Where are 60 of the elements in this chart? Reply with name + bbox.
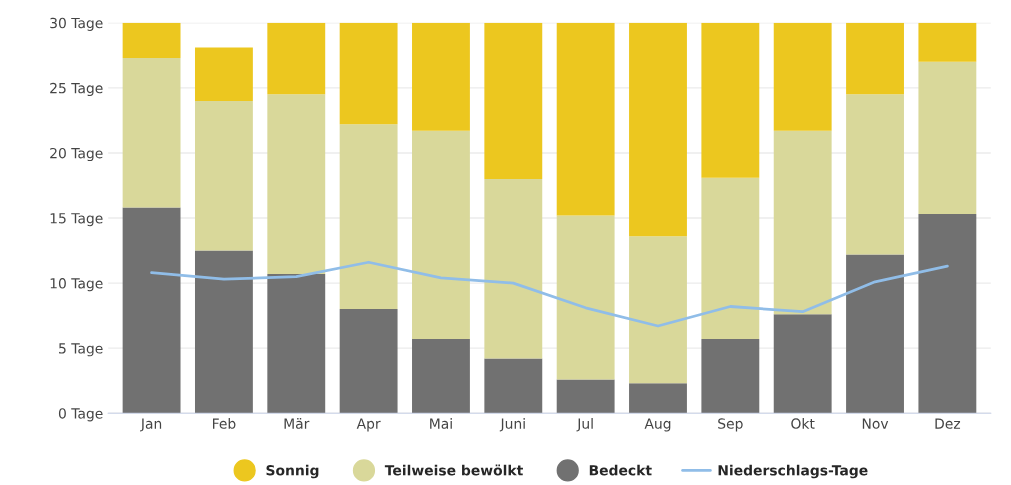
x-tick-label: Nov — [862, 418, 889, 429]
x-tick-label: Apr — [356, 418, 381, 432]
y-tick-label: 10 Tage — [50, 278, 103, 292]
x-tick-label: Jul — [576, 418, 593, 432]
bar — [484, 22, 543, 179]
y-tick-label: 5 Tage — [59, 343, 103, 357]
x-tick-label: Jan — [140, 418, 162, 432]
bar — [701, 339, 760, 414]
bar — [194, 250, 253, 414]
bar — [773, 22, 832, 131]
bar — [267, 94, 326, 274]
bar — [556, 215, 615, 380]
bar — [194, 100, 253, 251]
x-tick-label: Juni — [499, 418, 525, 432]
bar — [267, 273, 326, 414]
legend-label: Niederschlags-Tage — [718, 464, 868, 479]
legend-label: Bedeckt — [589, 464, 652, 476]
bar — [773, 130, 832, 315]
y-tick-label: 15 Tage — [50, 213, 103, 227]
bar — [918, 61, 977, 215]
y-tick-label: 20 Tage — [50, 147, 103, 162]
bar — [629, 236, 687, 384]
bar — [484, 178, 543, 359]
legend-label: Teilweise bewölkt — [384, 464, 523, 476]
bar — [556, 379, 615, 414]
x-tick-label: Sep — [718, 418, 743, 432]
bar — [918, 22, 977, 62]
y-tick-label: 30 Tage — [50, 17, 103, 31]
line-series — [150, 260, 949, 328]
x-tick-label: Feb — [213, 418, 236, 429]
legend-label: Sonnig — [266, 464, 319, 479]
bar — [122, 57, 181, 208]
bar — [846, 22, 904, 95]
x-tick-label: Aug — [644, 418, 671, 432]
bar — [412, 22, 470, 131]
bar — [339, 309, 398, 414]
bar — [773, 314, 832, 414]
y-tick-label: 0 Tage — [58, 408, 103, 422]
bar — [701, 177, 760, 340]
bar — [412, 130, 470, 340]
bar — [267, 22, 326, 95]
x-tick-label: Mai — [430, 418, 452, 429]
bar — [629, 22, 687, 237]
bar — [629, 383, 687, 414]
bar — [122, 22, 181, 58]
bar — [484, 358, 543, 414]
x-tick-label: Okt — [791, 418, 815, 429]
bar — [339, 124, 398, 310]
bar — [556, 22, 615, 216]
y-tick-label: 25 Tage — [50, 82, 103, 97]
x-tick-label: Mär — [284, 418, 310, 429]
bar — [194, 47, 253, 101]
bar — [846, 254, 904, 414]
bar — [412, 339, 470, 414]
bar — [918, 214, 977, 414]
bar — [122, 207, 181, 414]
bar — [701, 22, 760, 178]
bar — [846, 94, 904, 255]
x-tick-label: Dez — [935, 418, 961, 429]
bar — [339, 22, 398, 125]
